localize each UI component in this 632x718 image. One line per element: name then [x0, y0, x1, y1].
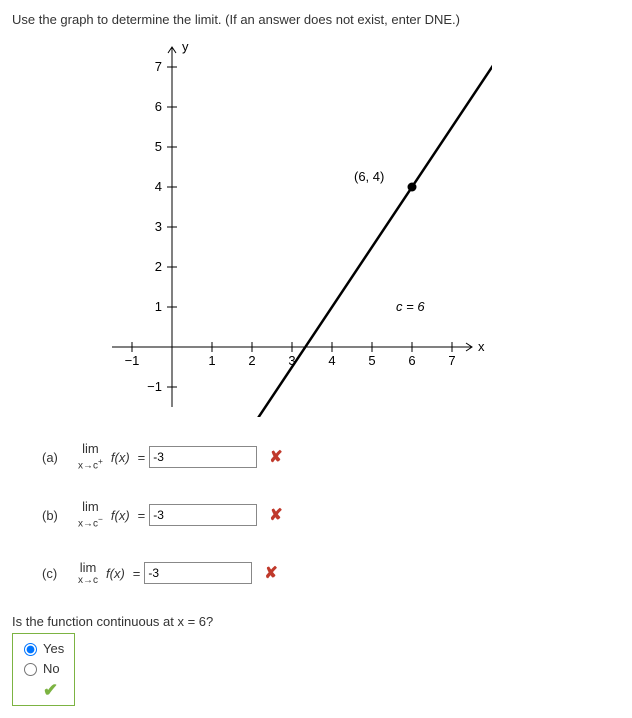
svg-text:7: 7	[448, 353, 455, 368]
svg-text:−1: −1	[125, 353, 140, 368]
part-label-c: (c)	[42, 566, 78, 581]
svg-text:4: 4	[328, 353, 335, 368]
eq-b: =	[138, 508, 146, 523]
limit-c: lim x→c	[78, 561, 98, 586]
svg-text:(6, 4): (6, 4)	[354, 169, 384, 184]
answer-input-b[interactable]	[149, 504, 257, 526]
graph-svg: −11234567−11234567yx(6, 4)c = 6	[72, 37, 492, 417]
svg-text:−1: −1	[147, 379, 162, 394]
mark-a: ✘	[269, 447, 282, 467]
eq-a: =	[138, 450, 146, 465]
lim-word-c: lim	[80, 561, 97, 574]
radio-label-yes: Yes	[43, 641, 64, 656]
svg-text:1: 1	[208, 353, 215, 368]
answers-block: (a) lim x→c+ f(x) = ✘ (b) lim x→c− f(x) …	[42, 440, 620, 590]
continuous-question: Is the function continuous at x = 6?	[12, 614, 620, 629]
svg-text:2: 2	[155, 259, 162, 274]
svg-text:x: x	[478, 339, 485, 354]
limit-b: lim x→c−	[78, 500, 103, 529]
eq-c: =	[133, 566, 141, 581]
fx-b: f(x)	[111, 508, 130, 523]
svg-text:2: 2	[248, 353, 255, 368]
radio-row-yes: Yes	[19, 640, 64, 656]
lim-sub-a: x→c+	[78, 457, 103, 471]
fx-c: f(x)	[106, 566, 125, 581]
fx-a: f(x)	[111, 450, 130, 465]
svg-text:1: 1	[155, 299, 162, 314]
radio-group: Yes No ✔	[12, 633, 75, 706]
lim-sub-c: x→c	[78, 576, 98, 586]
svg-text:y: y	[182, 39, 189, 54]
answer-row-a: (a) lim x→c+ f(x) = ✘	[42, 440, 620, 474]
lim-word: lim	[82, 442, 99, 455]
radio-yes[interactable]	[24, 643, 37, 656]
svg-text:c = 6: c = 6	[396, 299, 425, 314]
svg-text:7: 7	[155, 59, 162, 74]
radio-no[interactable]	[24, 663, 37, 676]
lim-word-b: lim	[82, 500, 99, 513]
answer-input-a[interactable]	[149, 446, 257, 468]
check-icon: ✔	[43, 680, 64, 701]
svg-text:3: 3	[155, 219, 162, 234]
part-label-a: (a)	[42, 450, 78, 465]
svg-text:5: 5	[368, 353, 375, 368]
answer-row-b: (b) lim x→c− f(x) = ✘	[42, 498, 620, 532]
answer-input-c[interactable]	[144, 562, 252, 584]
answer-row-c: (c) lim x→c f(x) = ✘	[42, 556, 620, 590]
limit-a: lim x→c+	[78, 442, 103, 471]
question-prompt: Use the graph to determine the limit. (I…	[12, 12, 620, 27]
svg-text:5: 5	[155, 139, 162, 154]
graph-container: −11234567−11234567yx(6, 4)c = 6	[72, 37, 620, 420]
radio-row-no: No	[19, 660, 64, 676]
svg-text:4: 4	[155, 179, 162, 194]
lim-sub-b: x→c−	[78, 515, 103, 529]
svg-text:6: 6	[408, 353, 415, 368]
mark-c: ✘	[264, 563, 277, 583]
radio-label-no: No	[43, 661, 60, 676]
part-label-b: (b)	[42, 508, 78, 523]
mark-b: ✘	[269, 505, 282, 525]
svg-text:6: 6	[155, 99, 162, 114]
